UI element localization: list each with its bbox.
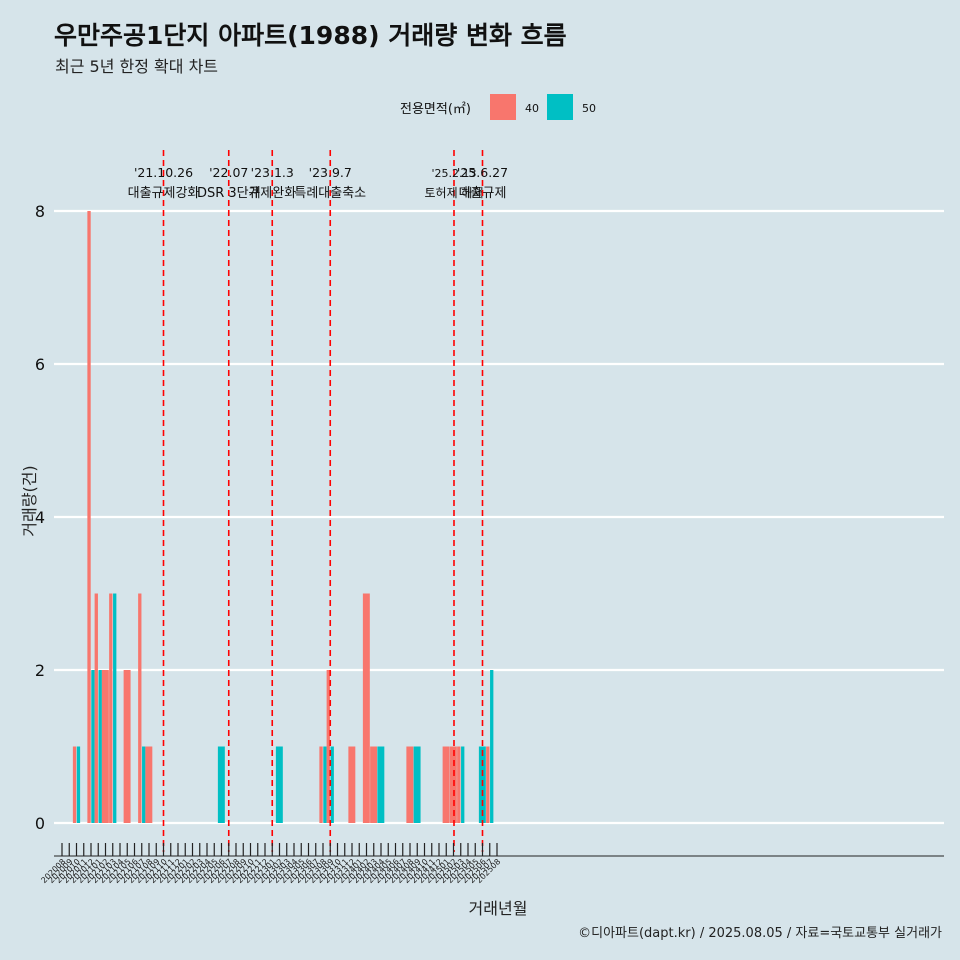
event-date-label: '22.07 bbox=[209, 165, 248, 180]
legend-swatch-50 bbox=[547, 94, 573, 120]
bar-40 bbox=[457, 746, 461, 823]
event-date-label: '23.9.7 bbox=[309, 165, 352, 180]
bar-50 bbox=[413, 746, 421, 823]
bar-50 bbox=[323, 746, 327, 823]
event-name-label: 토허제 해제 bbox=[424, 186, 483, 200]
bar-40 bbox=[348, 746, 356, 823]
event-name-label: DSR 3단계 bbox=[197, 186, 261, 201]
bar-40 bbox=[442, 746, 450, 823]
event-date-label: '23.1.3 bbox=[251, 165, 294, 180]
bar-40 bbox=[109, 593, 113, 823]
legend-label-50: 50 bbox=[582, 102, 596, 115]
bar-50 bbox=[142, 746, 146, 823]
bar-50 bbox=[76, 746, 81, 823]
legend-title: 전용면적(㎡) bbox=[400, 102, 471, 117]
event-name-label: 규제완화 bbox=[248, 186, 296, 201]
bar-50 bbox=[98, 670, 102, 823]
bar-50 bbox=[461, 746, 465, 823]
bar-50 bbox=[113, 593, 117, 823]
y-tick-label: 4 bbox=[35, 508, 45, 527]
legend-swatch-40 bbox=[490, 94, 516, 120]
source-caption: ©디아파트(dapt.kr) / 2025.08.05 / 자료=국토교통부 실… bbox=[578, 926, 942, 941]
bar-50 bbox=[91, 670, 95, 823]
bar-40 bbox=[145, 746, 153, 823]
bar-40 bbox=[72, 746, 77, 823]
bar-40 bbox=[94, 593, 98, 823]
event-name-label: 대출규제강화 bbox=[128, 186, 200, 201]
bar-50 bbox=[217, 746, 225, 823]
chart-subtitle: 최근 5년 한정 확대 차트 bbox=[55, 57, 219, 76]
event-name-label: 대출규제 bbox=[459, 186, 507, 201]
event-date-label: '25.2.13 bbox=[431, 167, 476, 180]
bar-40 bbox=[370, 746, 378, 823]
legend-label-40: 40 bbox=[525, 102, 539, 115]
bar-50 bbox=[377, 746, 385, 823]
event-date-label: '25.6.27 bbox=[457, 165, 508, 180]
y-tick-label: 2 bbox=[35, 661, 45, 680]
bar-50 bbox=[490, 670, 494, 823]
bar-40 bbox=[101, 670, 109, 823]
event-date-label: '21.10.26 bbox=[134, 165, 193, 180]
y-axis-title: 거래량(건) bbox=[20, 465, 39, 536]
y-tick-label: 8 bbox=[35, 202, 45, 221]
bar-50 bbox=[330, 746, 334, 823]
bar-50 bbox=[275, 746, 283, 823]
bar-40 bbox=[486, 746, 490, 823]
bar-40 bbox=[319, 746, 323, 823]
bar-40 bbox=[362, 593, 370, 823]
event-name-label: 특례대출축소 bbox=[294, 186, 366, 201]
bar-40 bbox=[326, 670, 330, 823]
bar-40 bbox=[138, 593, 142, 823]
bar-40 bbox=[406, 746, 414, 823]
chart-title: 우만주공1단지 아파트(1988) 거래량 변화 흐름 bbox=[54, 21, 567, 50]
bar-40 bbox=[87, 211, 91, 823]
x-axis-title: 거래년월 bbox=[469, 899, 528, 918]
y-tick-label: 0 bbox=[35, 814, 45, 833]
y-tick-label: 6 bbox=[35, 355, 45, 374]
bar-40 bbox=[123, 670, 131, 823]
